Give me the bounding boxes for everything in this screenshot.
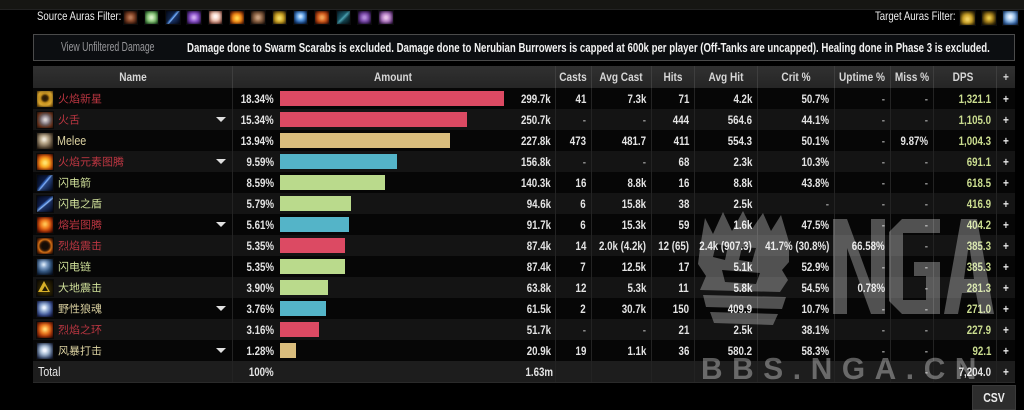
svg-text:BBS.NGA.CN: BBS.NGA.CN bbox=[701, 351, 986, 386]
